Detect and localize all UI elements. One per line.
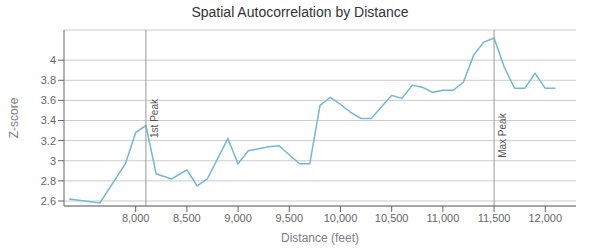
svg-text:1st Peak: 1st Peak bbox=[149, 98, 160, 138]
svg-text:9,000: 9,000 bbox=[224, 212, 252, 224]
svg-text:8,000: 8,000 bbox=[122, 212, 150, 224]
svg-text:11,500: 11,500 bbox=[478, 212, 511, 224]
svg-text:10,500: 10,500 bbox=[375, 212, 409, 224]
html-text:Spatial Autocorrelation by Dis: Spatial Autocorrelation by Distance bbox=[191, 4, 409, 20]
svg-text:3.8: 3.8 bbox=[41, 74, 56, 86]
svg-text:4: 4 bbox=[50, 54, 56, 66]
svg-text:10,000: 10,000 bbox=[324, 212, 358, 224]
svg-text:3.2: 3.2 bbox=[41, 135, 56, 147]
svg-text:3: 3 bbox=[50, 155, 56, 167]
svg-text:Max Peak: Max Peak bbox=[497, 112, 508, 157]
svg-text:2.6: 2.6 bbox=[41, 195, 56, 207]
svg-text:12,000: 12,000 bbox=[528, 212, 562, 224]
svg-text:Distance (feet): Distance (feet) bbox=[281, 231, 359, 245]
svg-text:2.8: 2.8 bbox=[41, 175, 56, 187]
svg-text:9,500: 9,500 bbox=[276, 212, 304, 224]
svg-text:8,500: 8,500 bbox=[173, 212, 201, 224]
svg-text:11,000: 11,000 bbox=[426, 212, 459, 224]
svg-text:Z-score: Z-score bbox=[8, 97, 21, 138]
svg-text:3.4: 3.4 bbox=[41, 114, 56, 126]
svg-text:3.6: 3.6 bbox=[41, 94, 56, 106]
